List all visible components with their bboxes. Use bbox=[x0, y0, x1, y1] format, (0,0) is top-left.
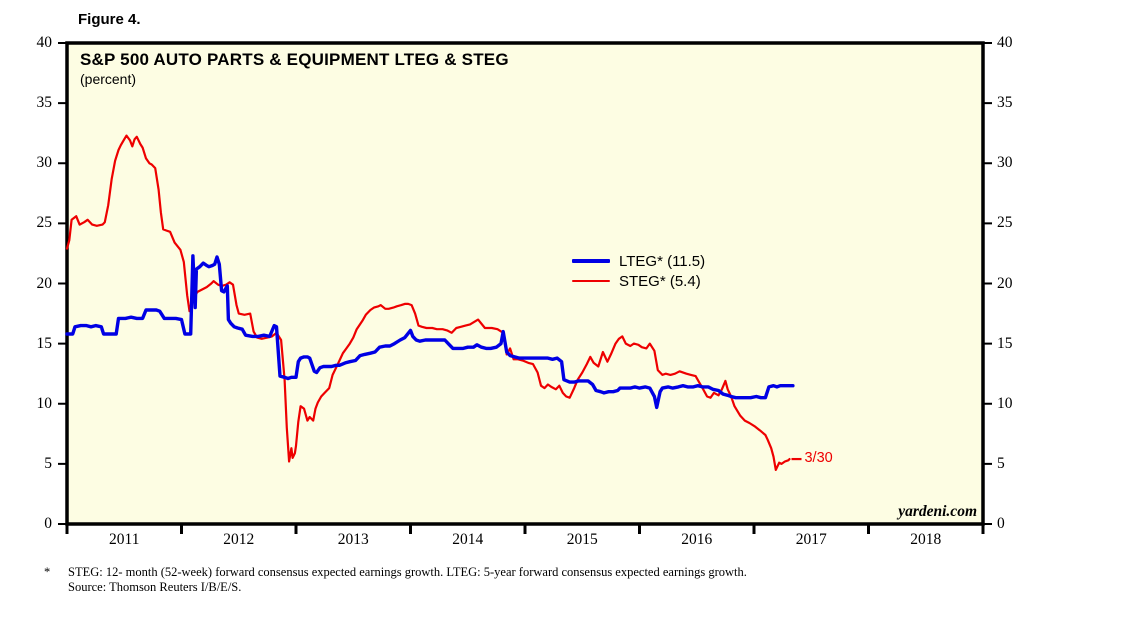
x-axis-year-label: 2013 bbox=[337, 531, 369, 548]
y-axis-label-left: 30 bbox=[36, 154, 53, 172]
footnote: * STEG: 12- month (52-week) forward cons… bbox=[44, 565, 948, 594]
y-axis-label-right: 15 bbox=[997, 334, 1013, 352]
legend-item-steg: STEG* (5.4) bbox=[572, 271, 705, 291]
footnote-line-1: STEG: 12- month (52-week) forward consen… bbox=[68, 565, 747, 579]
chart-subtitle: (percent) bbox=[80, 71, 137, 87]
y-axis-label-right: 10 bbox=[997, 394, 1013, 412]
steg-end-date-label: 3/30 bbox=[804, 450, 833, 467]
y-axis-label-left: 5 bbox=[44, 454, 52, 472]
y-axis-label-right: 5 bbox=[997, 454, 1005, 472]
series-line-steg bbox=[65, 134, 791, 471]
y-axis-label-left: 40 bbox=[36, 34, 53, 51]
x-axis-year-label: 2011 bbox=[109, 531, 140, 548]
yardeni-watermark: yardeni.com bbox=[898, 503, 977, 520]
y-axis-label-left: 35 bbox=[36, 94, 53, 112]
series-line-lteg bbox=[65, 254, 795, 410]
legend: LTEG* (11.5) STEG* (5.4) bbox=[572, 251, 705, 291]
y-axis-label-right: 0 bbox=[997, 515, 1005, 532]
x-axis-year-label: 2014 bbox=[452, 531, 484, 548]
legend-label-lteg: LTEG* (11.5) bbox=[619, 252, 706, 270]
y-axis-label-left: 10 bbox=[36, 394, 53, 412]
y-axis-label-right: 25 bbox=[997, 214, 1013, 232]
x-axis-year-label: 2017 bbox=[795, 531, 827, 548]
footnote-text: STEG: 12- month (52-week) forward consen… bbox=[68, 565, 948, 594]
x-axis-year-label: 2015 bbox=[566, 531, 598, 548]
plot-area bbox=[65, 41, 985, 526]
y-axis-label-right: 35 bbox=[997, 94, 1013, 112]
lteg-line-swatch-icon bbox=[572, 259, 610, 263]
footnote-line-2: Source: Thomson Reuters I/B/E/S. bbox=[68, 579, 242, 594]
y-axis-label-right: 40 bbox=[997, 34, 1013, 51]
figure-label: Figure 4. bbox=[78, 11, 141, 28]
y-axis-label-left: 0 bbox=[44, 515, 52, 532]
x-axis-year-label: 2012 bbox=[223, 531, 255, 548]
chart-title: S&P 500 AUTO PARTS & EQUIPMENT LTEG & ST… bbox=[80, 50, 509, 69]
legend-item-lteg: LTEG* (11.5) bbox=[572, 251, 705, 271]
legend-label-steg: STEG* (5.4) bbox=[619, 272, 701, 290]
x-axis-year-label: 2018 bbox=[910, 531, 942, 548]
y-axis-label-right: 20 bbox=[997, 274, 1013, 292]
y-axis-label-left: 25 bbox=[36, 214, 53, 232]
y-axis-label-left: 20 bbox=[36, 274, 53, 292]
footnote-asterisk: * bbox=[44, 565, 51, 579]
y-axis-label-right: 30 bbox=[997, 154, 1013, 172]
y-axis-label-left: 15 bbox=[36, 334, 53, 352]
steg-line-swatch-icon bbox=[572, 279, 610, 283]
x-axis-year-label: 2016 bbox=[681, 531, 713, 548]
